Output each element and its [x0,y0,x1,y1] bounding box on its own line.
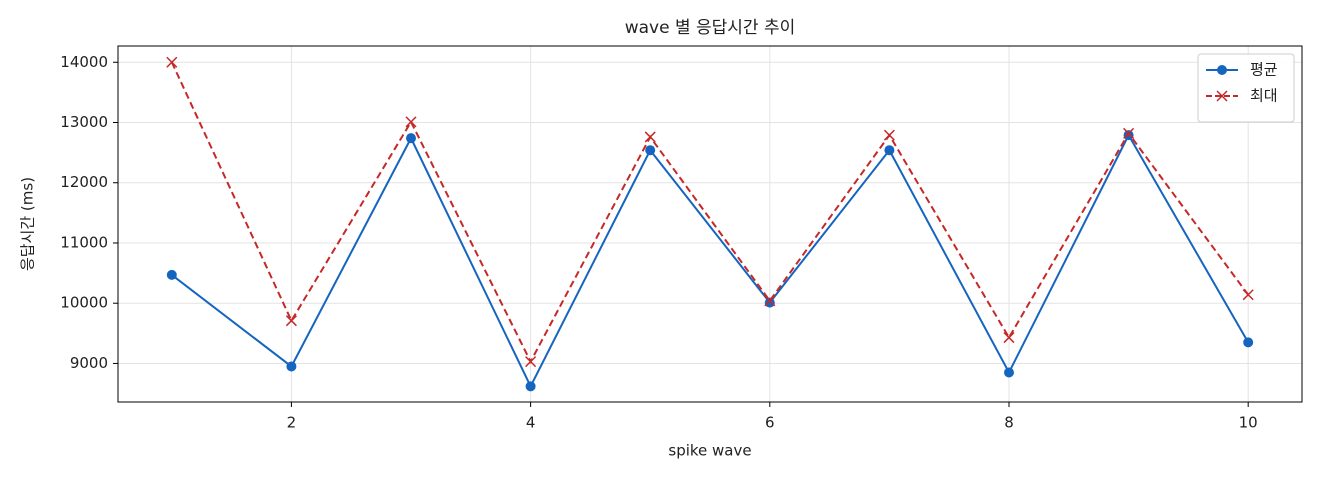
y-tick-label: 10000 [60,294,108,312]
marker [645,145,656,156]
marker-stroke [405,116,417,128]
marker [525,356,537,368]
marker-stroke [1123,127,1135,139]
marker-stroke [1216,90,1228,102]
y-tick-label: 14000 [60,53,108,71]
marker [1003,367,1014,378]
x-tick-label: 4 [526,414,536,432]
marker [286,361,297,372]
y-tick-label: 11000 [60,233,108,251]
marker [1003,332,1015,344]
marker [644,131,656,143]
series-line [171,133,1250,389]
marker-stroke [644,131,656,143]
marker-stroke [525,356,537,368]
marker [884,145,895,156]
marker [883,129,895,141]
marker-stroke [1003,332,1015,344]
y-tick-label: 9000 [70,354,108,372]
y-axis-label: 응답시간 (ms) [19,177,37,271]
marker [166,269,177,280]
legend-box [1197,53,1295,123]
marker-stroke [1242,289,1254,301]
marker [405,116,417,128]
marker [406,133,417,144]
x-axis-label: spike wave [668,442,751,460]
x-tick-label: 6 [765,414,775,432]
y-tick-label: 12000 [60,173,108,191]
x-tick-label: 10 [1239,414,1258,432]
marker-stroke [883,129,895,141]
plot-frame [117,45,1303,403]
x-tick-label: 8 [1004,414,1014,432]
marker-stroke [764,295,776,307]
marker-stroke [285,315,297,327]
chart-title: wave 별 응답시간 추이 [625,18,796,38]
marker [764,295,776,307]
marker [1217,65,1227,75]
marker-stroke [166,56,178,68]
marker [525,381,536,392]
marker [764,297,775,308]
marker [1123,127,1135,139]
marker [1216,90,1228,102]
marker [1242,289,1254,301]
series-line [170,61,1249,364]
y-tick-label: 13000 [60,113,108,131]
x-tick-label: 2 [287,414,297,432]
marker [1243,337,1254,348]
marker [285,315,297,327]
marker [166,56,178,68]
legend-label: 최대 [1250,87,1278,105]
legend-label: 평균 [1250,61,1278,79]
